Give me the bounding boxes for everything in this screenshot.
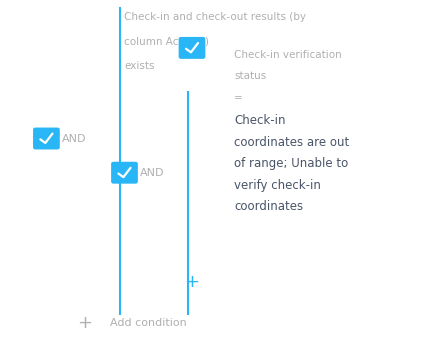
Text: Check-in: Check-in	[234, 114, 286, 127]
Text: Add condition: Add condition	[110, 318, 187, 328]
Text: column Activity): column Activity)	[124, 37, 209, 47]
Text: =: =	[234, 93, 243, 103]
FancyBboxPatch shape	[112, 162, 137, 183]
Text: coordinates: coordinates	[234, 200, 303, 213]
Text: AND: AND	[140, 168, 164, 178]
Text: verify check-in: verify check-in	[234, 179, 321, 192]
FancyBboxPatch shape	[34, 128, 59, 149]
Text: +: +	[184, 273, 200, 291]
Text: of range; Unable to: of range; Unable to	[234, 157, 349, 170]
Text: AND: AND	[62, 133, 86, 144]
FancyBboxPatch shape	[179, 38, 205, 58]
Text: coordinates are out: coordinates are out	[234, 136, 349, 149]
Text: exists: exists	[124, 61, 155, 71]
Text: Check-in verification: Check-in verification	[234, 50, 342, 60]
Text: Check-in and check-out results (by: Check-in and check-out results (by	[124, 12, 306, 22]
Text: status: status	[234, 71, 266, 81]
Text: +: +	[77, 314, 92, 332]
